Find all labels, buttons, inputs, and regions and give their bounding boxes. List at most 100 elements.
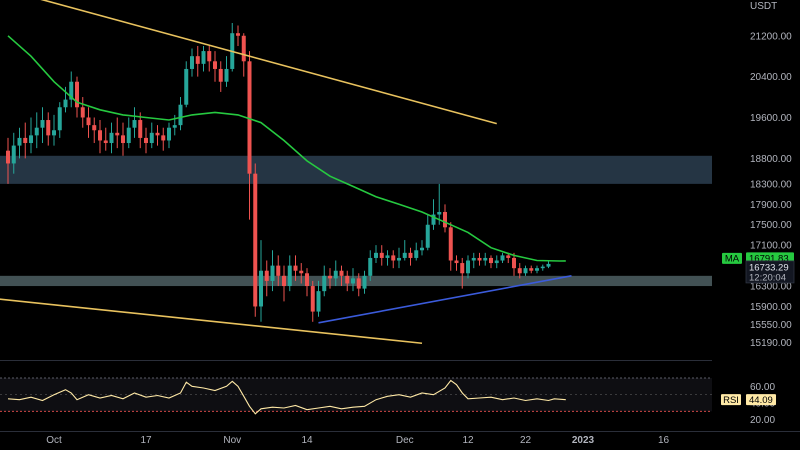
candle: [46, 112, 51, 146]
rsi-tag: [721, 394, 741, 406]
candle-body: [293, 265, 298, 271]
candle: [138, 112, 143, 149]
candle-body: [385, 255, 390, 258]
candle: [132, 107, 137, 138]
candle-body: [236, 33, 240, 36]
candle: [40, 107, 45, 144]
candle-body: [282, 275, 286, 287]
candle-body: [126, 127, 131, 144]
candle: [454, 255, 459, 271]
candle: [287, 255, 292, 292]
candle: [103, 127, 108, 151]
candle-body: [477, 257, 482, 261]
price-tick-label: 17500.00: [750, 220, 792, 231]
price-tick-label: 17900.00: [750, 200, 792, 211]
candle-body: [471, 257, 476, 261]
candle: [218, 61, 223, 92]
candle: [17, 127, 22, 159]
candle-body: [155, 132, 160, 136]
candle: [29, 117, 33, 154]
candle: [178, 97, 183, 131]
candle-body: [34, 127, 39, 136]
candle: [149, 122, 154, 149]
candle-body: [121, 135, 125, 144]
candle: [471, 252, 476, 269]
candle: [201, 45, 206, 72]
candle-body: [523, 268, 528, 274]
candle-body: [218, 68, 223, 82]
upper-resistance-line[interactable]: [0, 0, 497, 125]
trendlines[interactable]: [0, 0, 572, 345]
candle: [328, 268, 332, 289]
candle-body: [328, 275, 332, 279]
candle: [23, 122, 28, 159]
candle-body: [132, 120, 137, 128]
candle: [57, 102, 62, 138]
moving-average-layer: [7, 35, 566, 262]
candle-body: [425, 224, 430, 248]
candle: [75, 76, 79, 118]
candle: [264, 260, 269, 297]
last-price-badge: [745, 260, 795, 284]
candle-body: [259, 270, 263, 307]
moving-average-line: [7, 35, 566, 262]
candle: [437, 183, 442, 225]
rsi-pane[interactable]: [0, 360, 712, 415]
candle-body: [40, 120, 45, 128]
price-tick-label: 15190.00: [750, 338, 792, 349]
candle: [322, 265, 327, 297]
time-tick-label: Nov: [223, 435, 241, 446]
candle: [276, 255, 281, 287]
price-tick-label: 16300.00: [750, 282, 792, 293]
candle: [236, 25, 240, 46]
candle-body: [241, 35, 246, 62]
candle: [477, 252, 482, 266]
ascending-support-line[interactable]: [318, 275, 572, 324]
last-price-label: 16733.29: [749, 262, 789, 273]
candle: [420, 240, 424, 256]
price-tick-label: 18800.00: [750, 154, 792, 165]
rsi-tick-label: 20.00: [750, 415, 775, 426]
candle-body: [149, 132, 154, 144]
candle-body: [138, 120, 143, 138]
candlestick-series[interactable]: [6, 22, 551, 322]
candle-body: [144, 137, 148, 144]
price-tick-label: 15900.00: [750, 302, 792, 313]
lower-support-line[interactable]: [0, 298, 423, 345]
time-tick-label: Oct: [46, 435, 62, 446]
candle-body: [63, 99, 68, 108]
candle: [11, 132, 16, 174]
candle: [126, 117, 131, 149]
candle-body: [517, 268, 522, 274]
currency-label: USDT: [750, 1, 777, 12]
candle-body: [506, 255, 511, 258]
candle: [144, 127, 148, 154]
candle-body: [333, 270, 338, 279]
candle-body: [535, 268, 539, 271]
time-tick-label: 14: [301, 435, 313, 446]
candle: [523, 265, 528, 276]
candle: [466, 255, 470, 279]
candle-body: [448, 227, 453, 261]
candle-body: [184, 68, 189, 105]
candle-body: [391, 255, 396, 261]
candle-body: [443, 211, 447, 228]
candle: [253, 163, 258, 317]
candle: [494, 255, 499, 269]
candle-body: [489, 257, 493, 264]
price-zone-1: [0, 275, 712, 287]
candle-body: [374, 252, 378, 258]
candle: [512, 252, 516, 276]
candle-body: [92, 125, 97, 131]
candle-body: [270, 265, 275, 281]
candle-body: [29, 135, 33, 144]
candle: [448, 222, 453, 271]
candle: [333, 260, 338, 287]
candle-body: [460, 263, 465, 274]
candle: [414, 242, 419, 261]
candle: [535, 265, 539, 274]
price-tick-label: 15550.00: [750, 320, 792, 331]
candle: [540, 264, 545, 271]
time-axis[interactable]: Oct 17 Nov 14 Dec 12 22 2023 16: [0, 431, 800, 447]
